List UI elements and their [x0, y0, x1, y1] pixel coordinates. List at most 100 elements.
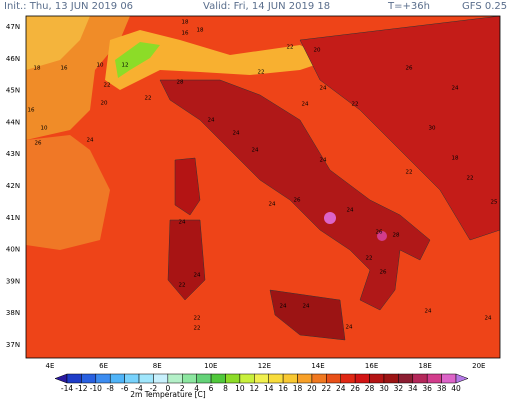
- lat-label: 41N: [6, 214, 20, 222]
- colorbar-box: [254, 373, 269, 384]
- colorbar-label: -2: [150, 384, 158, 393]
- colorbar-label: -12: [75, 384, 87, 393]
- colorbar-label: 28: [365, 384, 375, 393]
- colorbar-box: [412, 373, 428, 384]
- lon-label: 18E: [419, 362, 432, 370]
- station-value: 24: [347, 208, 354, 214]
- colorbar-label: 0: [165, 384, 170, 393]
- lat-label: 37N: [6, 341, 20, 349]
- station-value: 20: [101, 101, 108, 107]
- colorbar-label: 12: [250, 384, 260, 393]
- alps: [105, 30, 330, 90]
- colorbar-box: [383, 373, 399, 384]
- station-value: 26: [376, 230, 383, 236]
- station-value: 26: [406, 66, 413, 72]
- colorbar-box: [268, 373, 284, 384]
- colorbar-label: 16: [278, 384, 288, 393]
- colorbar-label: 40: [451, 384, 461, 393]
- colorbar-box: [95, 373, 111, 384]
- station-value: 26: [380, 270, 387, 276]
- colorbar-label: 22: [322, 384, 332, 393]
- colorbar-box: [398, 373, 414, 384]
- colorbar-arrow: [455, 373, 469, 384]
- colorbar-box: [66, 373, 82, 384]
- station-value: 20: [314, 48, 321, 54]
- station-value: 24: [208, 118, 215, 124]
- colorbar-label: 38: [437, 384, 447, 393]
- station-value: 24: [485, 316, 492, 322]
- colorbar-box: [153, 373, 169, 384]
- colorbar-label: -10: [90, 384, 102, 393]
- station-value: 12: [122, 63, 129, 69]
- alps-cold: [115, 42, 160, 78]
- station-value: 24: [320, 158, 327, 164]
- hot-spot: [324, 212, 336, 224]
- station-value: 16: [182, 31, 189, 37]
- lat-label: 42N: [6, 182, 20, 190]
- colorbar-box: [311, 373, 327, 384]
- station-value: 24: [87, 138, 94, 144]
- lon-label: 14E: [311, 362, 324, 370]
- colorbar-label: 18: [293, 384, 303, 393]
- colorbar-box: [340, 373, 356, 384]
- station-value: 24: [320, 86, 327, 92]
- station-value: 30: [429, 126, 436, 132]
- station-value: 16: [28, 108, 35, 114]
- init-time: Init.: Thu, 13 JUN 2019 06: [4, 1, 133, 12]
- colorbar-label: 32: [394, 384, 404, 393]
- station-value: 18: [197, 28, 204, 34]
- sicily: [269, 289, 346, 341]
- colorbar-label: 2: [180, 384, 185, 393]
- colorbar-label: 8: [223, 384, 228, 393]
- colorbar-title: 2m Temperature [C]: [130, 390, 206, 399]
- station-value: 24: [302, 102, 309, 108]
- colorbar-box: [354, 373, 370, 384]
- station-value: 22: [179, 283, 186, 289]
- station-value: 24: [280, 304, 287, 310]
- colorbar-label: 30: [379, 384, 389, 393]
- station-value: 18: [34, 66, 41, 72]
- station-value: 24: [233, 131, 240, 137]
- lon-label: 12E: [258, 362, 271, 370]
- colorbar-label: 26: [350, 384, 360, 393]
- station-value: 24: [346, 325, 353, 331]
- station-value: 28: [393, 233, 400, 239]
- lat-label: 46N: [6, 55, 20, 63]
- station-value: 24: [252, 148, 259, 154]
- colorbar-box: [282, 373, 298, 384]
- station-value: 26: [294, 198, 301, 204]
- station-value: 25: [491, 200, 498, 206]
- colorbar-label: 24: [336, 384, 346, 393]
- lon-label: 6E: [99, 362, 108, 370]
- lat-label: 40N: [6, 246, 20, 254]
- colorbar-label: -6: [121, 384, 129, 393]
- model-name: GFS 0.25: [462, 1, 507, 12]
- colorbar-label: 20: [307, 384, 317, 393]
- station-value: 24: [194, 273, 201, 279]
- lon-label: 10E: [204, 362, 217, 370]
- colorbar-box: [326, 373, 341, 384]
- lat-label: 47N: [6, 23, 20, 31]
- station-value: 24: [425, 309, 432, 315]
- map-field: [26, 16, 500, 358]
- station-value: 22: [194, 316, 201, 322]
- colorbar-box: [124, 373, 140, 384]
- colorbar-arrow: [54, 373, 68, 384]
- colorbar-label: -4: [135, 384, 143, 393]
- station-value: 16: [61, 66, 68, 72]
- station-value: 22: [145, 96, 152, 102]
- station-value: 22: [104, 83, 111, 89]
- west-sea: [26, 135, 110, 250]
- colorbar-box: [81, 373, 97, 384]
- colorbar-label: 36: [422, 384, 432, 393]
- station-value: 28: [177, 80, 184, 86]
- lon-label: 4E: [46, 362, 55, 370]
- station-value: 24: [452, 86, 459, 92]
- corsica: [174, 157, 201, 216]
- sardinia: [167, 219, 206, 301]
- colorbar-label: -8: [106, 384, 114, 393]
- station-value: 26: [35, 141, 42, 147]
- valid-time: Valid: Fri, 14 JUN 2019 18: [203, 1, 330, 12]
- station-value: 22: [194, 326, 201, 332]
